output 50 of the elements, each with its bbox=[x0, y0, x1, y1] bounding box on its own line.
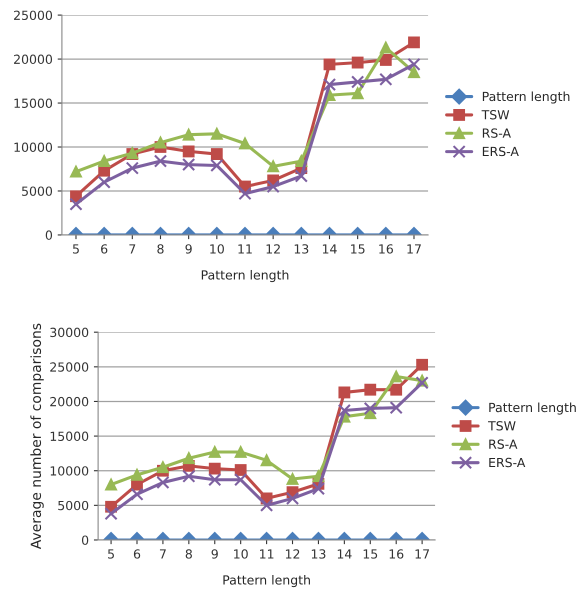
x-tick-label: 13 bbox=[294, 244, 308, 254]
y-tick-label: 30000 bbox=[50, 328, 88, 338]
y-tick-label: 0 bbox=[82, 535, 88, 545]
x-tick-label: 11 bbox=[238, 244, 252, 254]
x-tick-label: 5 bbox=[108, 549, 114, 559]
y-tick-label: 10000 bbox=[14, 142, 52, 152]
x-axis-title: Pattern length bbox=[223, 574, 310, 588]
y-tick-label: 5000 bbox=[22, 186, 52, 196]
legend-label: Pattern length bbox=[482, 91, 570, 104]
y-axis-title: Average number of comparisons bbox=[30, 324, 44, 550]
legend-label: TSW bbox=[482, 110, 510, 120]
y-tick-label: 5000 bbox=[58, 500, 88, 510]
x-tick-label: 11 bbox=[260, 549, 274, 558]
y-tick-label: 20000 bbox=[14, 54, 52, 64]
x-tick-label: 14 bbox=[322, 244, 337, 254]
y-tick-label: 15000 bbox=[14, 98, 52, 108]
x-tick-label: 15 bbox=[364, 549, 378, 559]
legend-label: RS-A bbox=[489, 439, 518, 449]
x-tick-label: 17 bbox=[407, 244, 421, 254]
legend-label: RS-A bbox=[482, 128, 511, 138]
x-tick-label: 10 bbox=[210, 244, 224, 254]
y-tick-label: 20000 bbox=[50, 396, 88, 406]
x-tick-label: 13 bbox=[312, 549, 326, 559]
legend-label: Pattern length bbox=[489, 402, 576, 415]
x-tick-label: 12 bbox=[286, 549, 300, 558]
x-tick-label: 10 bbox=[234, 549, 248, 559]
x-axis-title: Pattern length bbox=[202, 270, 288, 282]
y-tick-label: 25000 bbox=[50, 362, 88, 372]
x-tick-label: 6 bbox=[101, 244, 108, 254]
x-tick-label: 8 bbox=[186, 549, 192, 559]
x-tick-label: 5 bbox=[72, 244, 79, 254]
x-tick-label: 7 bbox=[129, 244, 136, 254]
x-tick-label: 9 bbox=[185, 244, 192, 254]
x-tick-label: 17 bbox=[416, 549, 430, 558]
x-tick-label: 6 bbox=[134, 549, 140, 559]
y-tick-label: 10000 bbox=[50, 466, 88, 476]
x-tick-label: 16 bbox=[379, 244, 393, 254]
legend-label: TSW bbox=[488, 421, 516, 431]
x-tick-label: 8 bbox=[157, 244, 164, 254]
x-tick-label: 14 bbox=[338, 549, 352, 558]
legend-label: ERS-A bbox=[489, 458, 526, 468]
y-tick-label: 0 bbox=[46, 230, 52, 240]
x-tick-label: 9 bbox=[212, 549, 218, 559]
legend-label: ERS-A bbox=[482, 146, 519, 156]
x-tick-label: 15 bbox=[351, 244, 365, 254]
x-tick-label: 16 bbox=[390, 549, 404, 559]
x-tick-label: 7 bbox=[160, 549, 166, 558]
y-tick-label: 15000 bbox=[50, 432, 88, 442]
x-tick-label: 12 bbox=[266, 244, 280, 254]
y-tick-label: 25000 bbox=[14, 10, 52, 20]
